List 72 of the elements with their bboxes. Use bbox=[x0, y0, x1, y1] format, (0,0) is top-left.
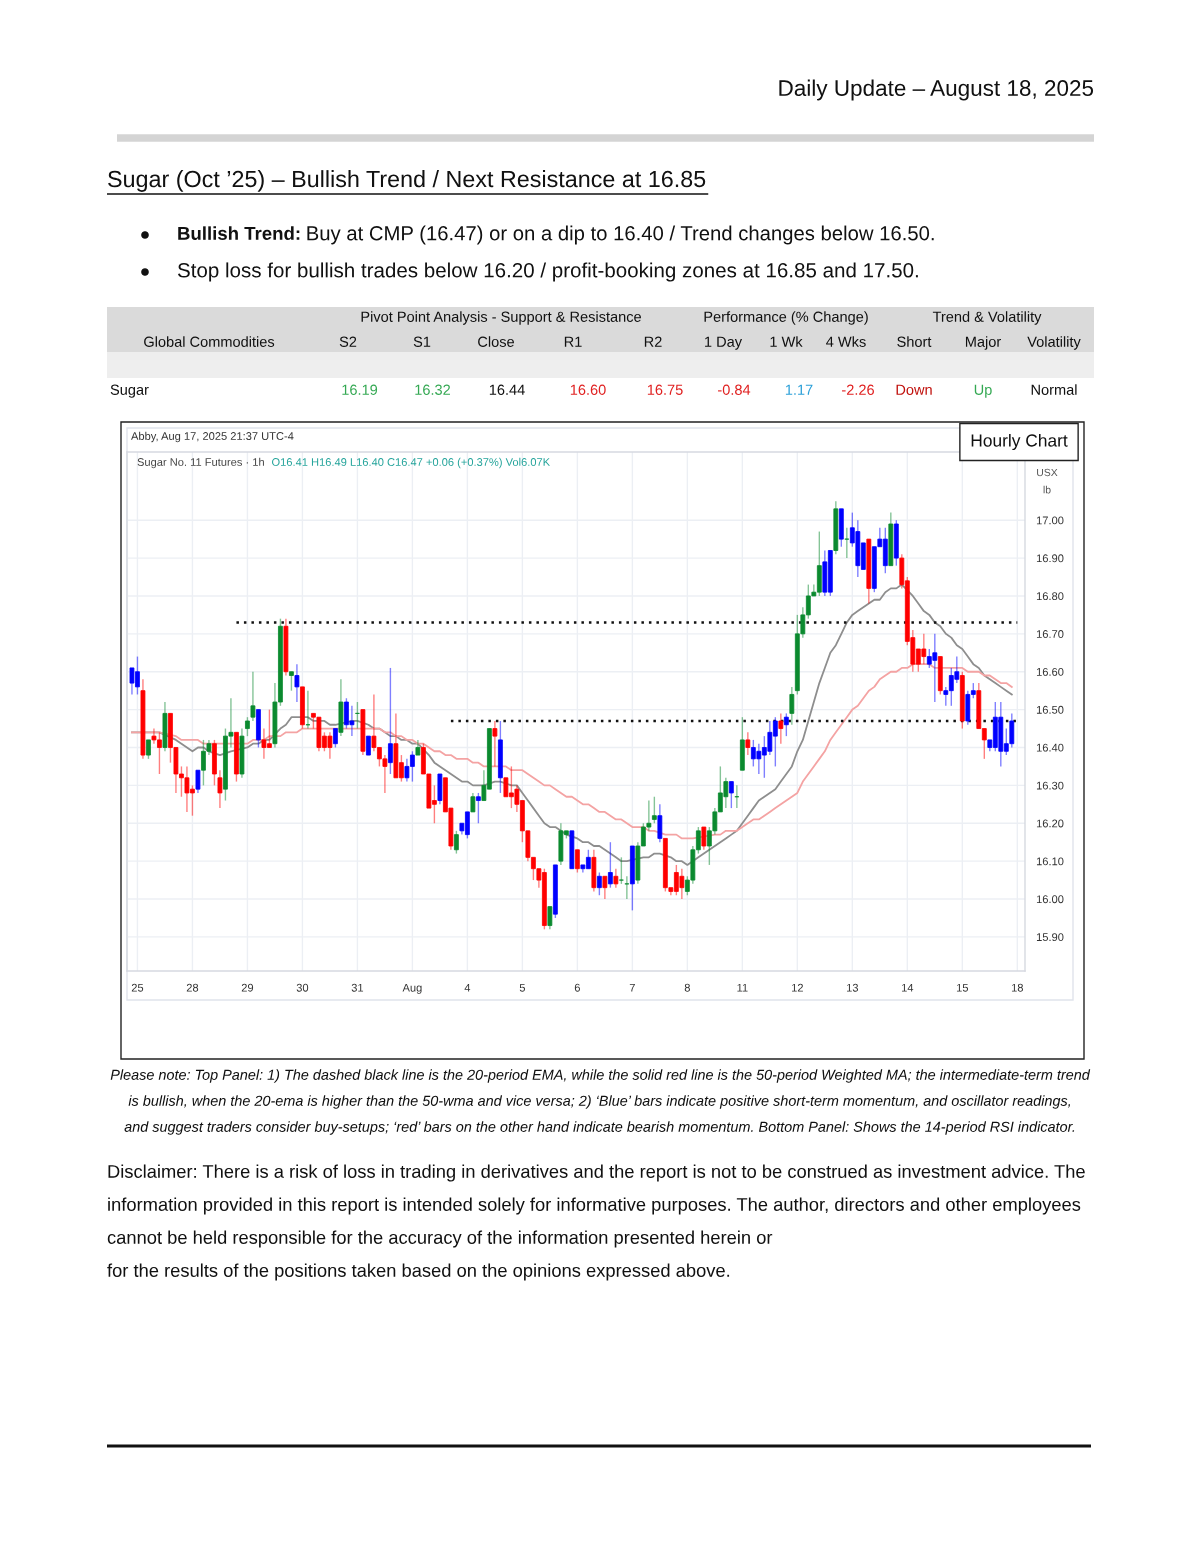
text: Sugar (Oct ’25) – Bullish Trend / Next Resistance at 16.85 bbox=[108, 170, 706, 192]
x-tick-label: 29 bbox=[241, 983, 254, 992]
candlestick bbox=[366, 735, 371, 756]
x-tick-label: 25 bbox=[131, 983, 144, 992]
y-tick-label: 16.80 bbox=[1036, 592, 1064, 601]
y-tick-label: 15.90 bbox=[1036, 933, 1064, 942]
text: Pivot Point Analysis - Support & Resistance bbox=[361, 311, 641, 325]
text: Normal bbox=[1031, 384, 1077, 395]
y-tick-label: 16.70 bbox=[1036, 630, 1064, 638]
text: Please note: Top Panel: 1) The dashed black line is the 20-period EMA, while the solid red line is the 50-period Weighted MA; the intermediate-term trend bbox=[110, 1069, 1091, 1083]
text: Short bbox=[897, 336, 932, 347]
text: Stop loss for bullish trades below 16.20 / profit-booking zones at 16.85 and 17.50. bbox=[177, 262, 918, 282]
y-tick-label: 16.90 bbox=[1036, 554, 1064, 563]
text: Trend & Volatility bbox=[932, 311, 1042, 325]
y-tick-label: 17.00 bbox=[1036, 516, 1064, 525]
x-tick-label: 4 bbox=[464, 983, 471, 992]
text: information provided in this report is intended solely for informative purposes. The author, directors and other employees bbox=[108, 1197, 1081, 1215]
text: 4 Wks bbox=[826, 336, 866, 347]
text: and suggest traders consider buy-setups; ‘red’ bars on the other hand indicate bearish momentum. Bottom Panel: Shows the 14-period RSI indicator. bbox=[124, 1121, 1075, 1135]
annotation: Sugar No. 11 Futures · 1h bbox=[137, 457, 264, 469]
x-tick-label: 11 bbox=[737, 983, 748, 992]
text: 16.60 16.75 bbox=[570, 384, 683, 395]
x-tick-label: 12 bbox=[792, 983, 803, 992]
text: Up bbox=[974, 384, 992, 398]
x-tick-label: 28 bbox=[186, 983, 199, 992]
text: 1 Wk bbox=[770, 336, 803, 347]
chart-subtitle: Abby, Aug 17, 2025 21:37 UTC-4 bbox=[131, 431, 294, 443]
y-tick-label: 16.40 bbox=[1036, 743, 1064, 752]
y-tick-label: 16.60 bbox=[1036, 667, 1064, 676]
annotation: O16.41 H16.49 L16.40 C16.47 +0.06 (+0.37%) Vol6.07K bbox=[272, 457, 550, 469]
y-tick-label: 16.20 bbox=[1036, 819, 1064, 828]
x-tick-label: 31 bbox=[351, 983, 364, 992]
text: Buy at CMP (16.47) or on a dip to 16.40 / Trend changes below 16.50. bbox=[307, 225, 934, 245]
y-tick-label: 16.30 bbox=[1036, 781, 1064, 790]
text: -0.84 bbox=[718, 384, 751, 395]
y-tick-label: 16.50 bbox=[1036, 705, 1064, 714]
text: Performance (% Change) bbox=[704, 311, 868, 325]
text: S1 bbox=[413, 336, 431, 347]
x-tick-label: 5 bbox=[519, 983, 526, 992]
text: Down bbox=[896, 384, 932, 395]
text: 1 Day bbox=[705, 336, 743, 350]
y-tick-label: 16.00 bbox=[1036, 895, 1064, 904]
text: Disclaimer: There is a risk of loss in trading in derivatives and the report is not to be construed as investment advice. The bbox=[108, 1164, 1085, 1182]
x-tick-label: Aug bbox=[402, 983, 422, 994]
text: Sugar bbox=[110, 384, 149, 398]
text: Daily Update – August 18, 2025 bbox=[779, 79, 1094, 101]
text: R1 bbox=[564, 336, 582, 347]
text: 16.19 16.32 bbox=[342, 384, 450, 395]
text: 1.17 bbox=[785, 384, 813, 395]
x-tick-label: 30 bbox=[296, 983, 309, 992]
x-tick-label: 13 bbox=[847, 983, 859, 992]
x-tick-label: 15 bbox=[956, 983, 969, 992]
x-tick-label: 7 bbox=[629, 983, 635, 992]
text: is bullish, when the 20-ema is higher than the 50-wma and vice versa; 2) ‘Blue’ bars indicate positive short-term momentum, and oscillator readings, bbox=[128, 1095, 1071, 1109]
text: Major bbox=[965, 336, 1001, 350]
x-tick-label: 18 bbox=[1011, 983, 1023, 992]
chart-title: Hourly Chart bbox=[971, 433, 1068, 451]
text: S2 bbox=[339, 336, 357, 347]
text: Bullish Trend: bbox=[178, 226, 300, 240]
y-axis-title: USX lb bbox=[1037, 468, 1058, 494]
text: 16.44 bbox=[489, 384, 525, 395]
x-tick-label: 8 bbox=[684, 983, 690, 992]
text: Volatility bbox=[1027, 336, 1081, 350]
text: Global Commodities bbox=[144, 336, 275, 347]
x-tick-label: 14 bbox=[901, 983, 914, 992]
text: cannot be held responsible for the accuracy of the information presented herein or bbox=[107, 1230, 773, 1248]
text: for the results of the positions taken based on the opinions expressed above. bbox=[107, 1263, 730, 1281]
text: -2.26 bbox=[842, 384, 874, 395]
y-tick-label: 16.10 bbox=[1036, 857, 1064, 866]
x-tick-label: 6 bbox=[574, 983, 580, 992]
text: Close bbox=[478, 336, 514, 347]
text: R2 bbox=[644, 336, 662, 347]
